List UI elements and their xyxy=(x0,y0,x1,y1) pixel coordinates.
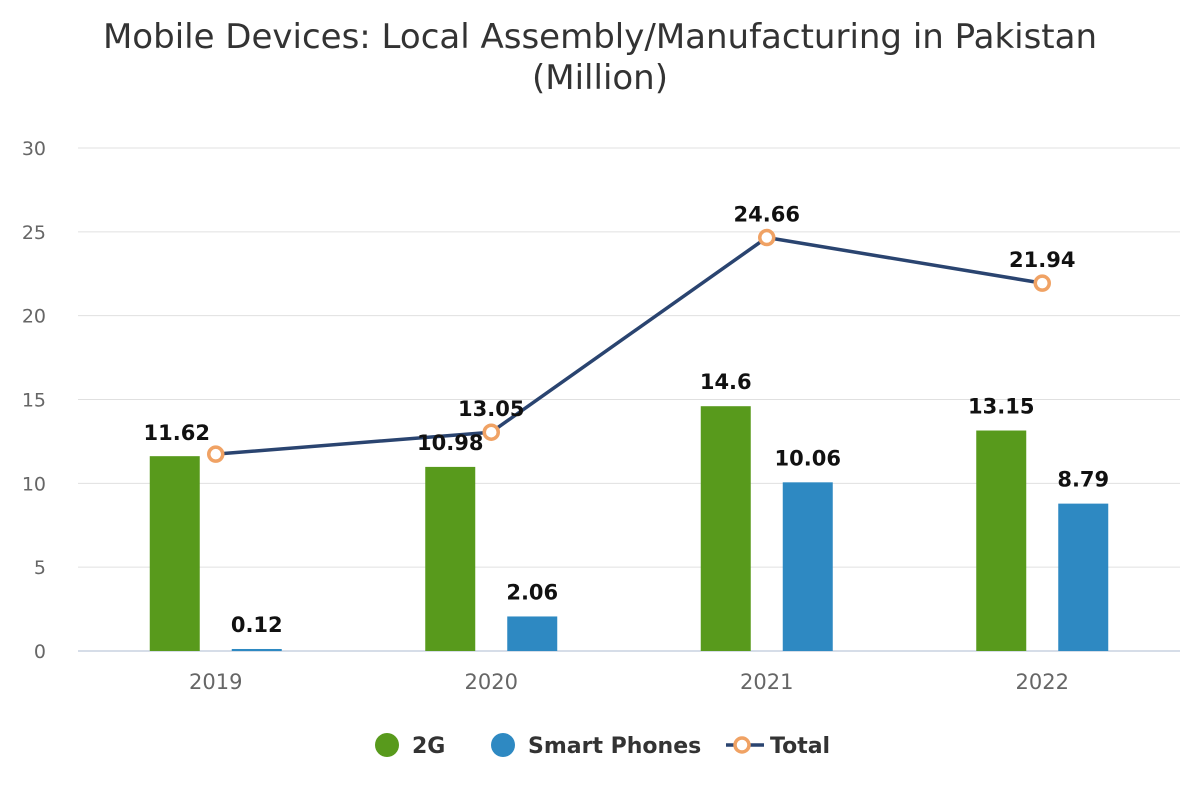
grid-layer: 0 5 10 15 20 25 30 2019 2020 2021 2022 xyxy=(22,138,1180,694)
x-tick-label: 2020 xyxy=(465,670,518,694)
legend-swatch xyxy=(491,733,515,757)
x-tick-label: 2019 xyxy=(189,670,242,694)
x-tick-label: 2021 xyxy=(740,670,793,694)
bars-layer xyxy=(149,406,1109,651)
bar-2g xyxy=(976,430,1027,651)
legend-label: 2G xyxy=(412,734,445,759)
y-tick-label: 5 xyxy=(34,557,46,579)
bar-data-label: 10.98 xyxy=(417,431,483,455)
legend-swatch xyxy=(375,733,399,757)
y-tick-label: 15 xyxy=(22,390,46,412)
legend-item-smart-phones[interactable]: Smart Phones xyxy=(491,733,701,759)
line-layer xyxy=(207,228,1051,463)
bar-data-label: 13.15 xyxy=(968,395,1034,419)
legend-item-2g[interactable]: 2G xyxy=(375,733,445,759)
x-tick-label: 2022 xyxy=(1016,670,1069,694)
line-total xyxy=(215,235,1043,456)
bar-2g xyxy=(425,466,476,651)
line-point xyxy=(1033,274,1051,292)
line-data-label: 21.94 xyxy=(1009,248,1075,272)
bar-data-label: 0.12 xyxy=(231,613,283,637)
bar-smart-phones xyxy=(231,648,282,651)
bar-2g xyxy=(700,406,751,651)
y-tick-label: 10 xyxy=(22,473,46,495)
bar-data-label: 10.06 xyxy=(775,446,841,470)
line-data-label: 24.66 xyxy=(734,203,800,227)
line-point xyxy=(758,228,776,247)
bar-data-label: 2.06 xyxy=(506,580,558,604)
chart-title-line-2: (Million) xyxy=(532,58,668,98)
y-tick-label: 0 xyxy=(34,641,46,663)
bar-smart-phones xyxy=(507,616,558,651)
legend-item-total[interactable]: Total xyxy=(726,734,830,759)
y-tick-label: 25 xyxy=(22,222,46,244)
legend-swatch-marker xyxy=(733,736,751,754)
labels-layer: 11.62 10.98 14.6 13.15 0.12 2.06 10.06 8.79 13.0… xyxy=(144,203,1110,637)
bar-data-label: 8.79 xyxy=(1057,468,1109,492)
y-tick-label: 20 xyxy=(22,306,46,328)
y-tick-label: 30 xyxy=(22,138,46,160)
legend: 2G Smart Phones Total xyxy=(375,733,830,759)
legend-label: Smart Phones xyxy=(528,734,701,759)
bar-data-label: 11.62 xyxy=(144,421,210,445)
bar-smart-phones xyxy=(782,482,833,651)
line-point xyxy=(482,423,500,441)
legend-label: Total xyxy=(770,734,830,759)
chart-title-line-1: Mobile Devices: Local Assembly/Manufactu… xyxy=(103,17,1097,57)
line-data-label: 13.05 xyxy=(458,397,524,421)
bar-2g xyxy=(149,456,200,651)
bar-data-label: 14.6 xyxy=(700,370,752,394)
bar-smart-phones xyxy=(1058,503,1109,651)
line-point xyxy=(207,445,225,463)
